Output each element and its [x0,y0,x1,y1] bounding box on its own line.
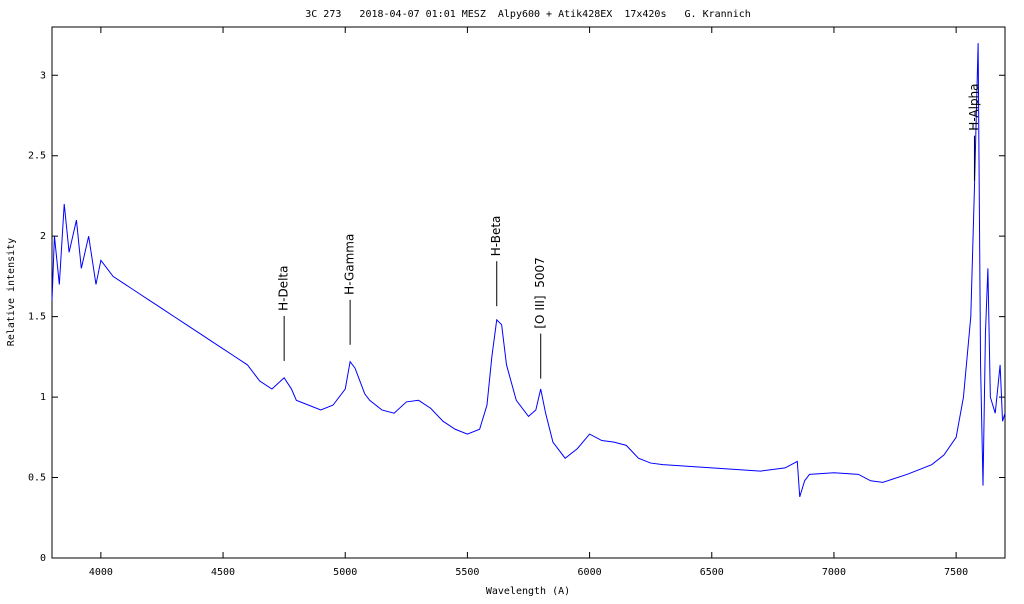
y-tick-label: 1 [40,392,46,403]
x-tick-label: 5000 [333,567,357,578]
annotation-label: H-Beta [489,216,503,257]
y-tick-label: 3 [40,70,46,81]
chart-title: 3C 273 2018-04-07 01:01 MESZ Alpy600 + A… [305,9,751,20]
x-tick-label: 7000 [822,567,846,578]
x-tick-label: 4000 [89,567,113,578]
x-tick-label: 5500 [455,567,479,578]
x-tick-label: 7500 [944,567,968,578]
x-tick-label: 6500 [700,567,724,578]
annotation-label: H-Alpha [967,83,981,130]
y-tick-label: 1.5 [28,312,46,323]
annotation-label: [O III] 5007 [533,257,547,328]
plot-frame [51,26,1006,559]
annotation-label: H-Gamma [343,234,357,295]
spectrum-line [51,43,1006,498]
x-axis-label: Wavelength (A) [486,586,570,597]
y-tick-label: 2.5 [28,151,46,162]
y-tick-label: 0 [40,553,46,564]
y-tick-label: 0.5 [28,473,46,484]
y-axis-label: Relative intensity [6,238,17,346]
y-tick-label: 2 [40,231,46,242]
x-tick-label: 6000 [578,567,602,578]
x-tick-label: 4500 [211,567,235,578]
annotation-label: H-Delta [277,266,291,311]
